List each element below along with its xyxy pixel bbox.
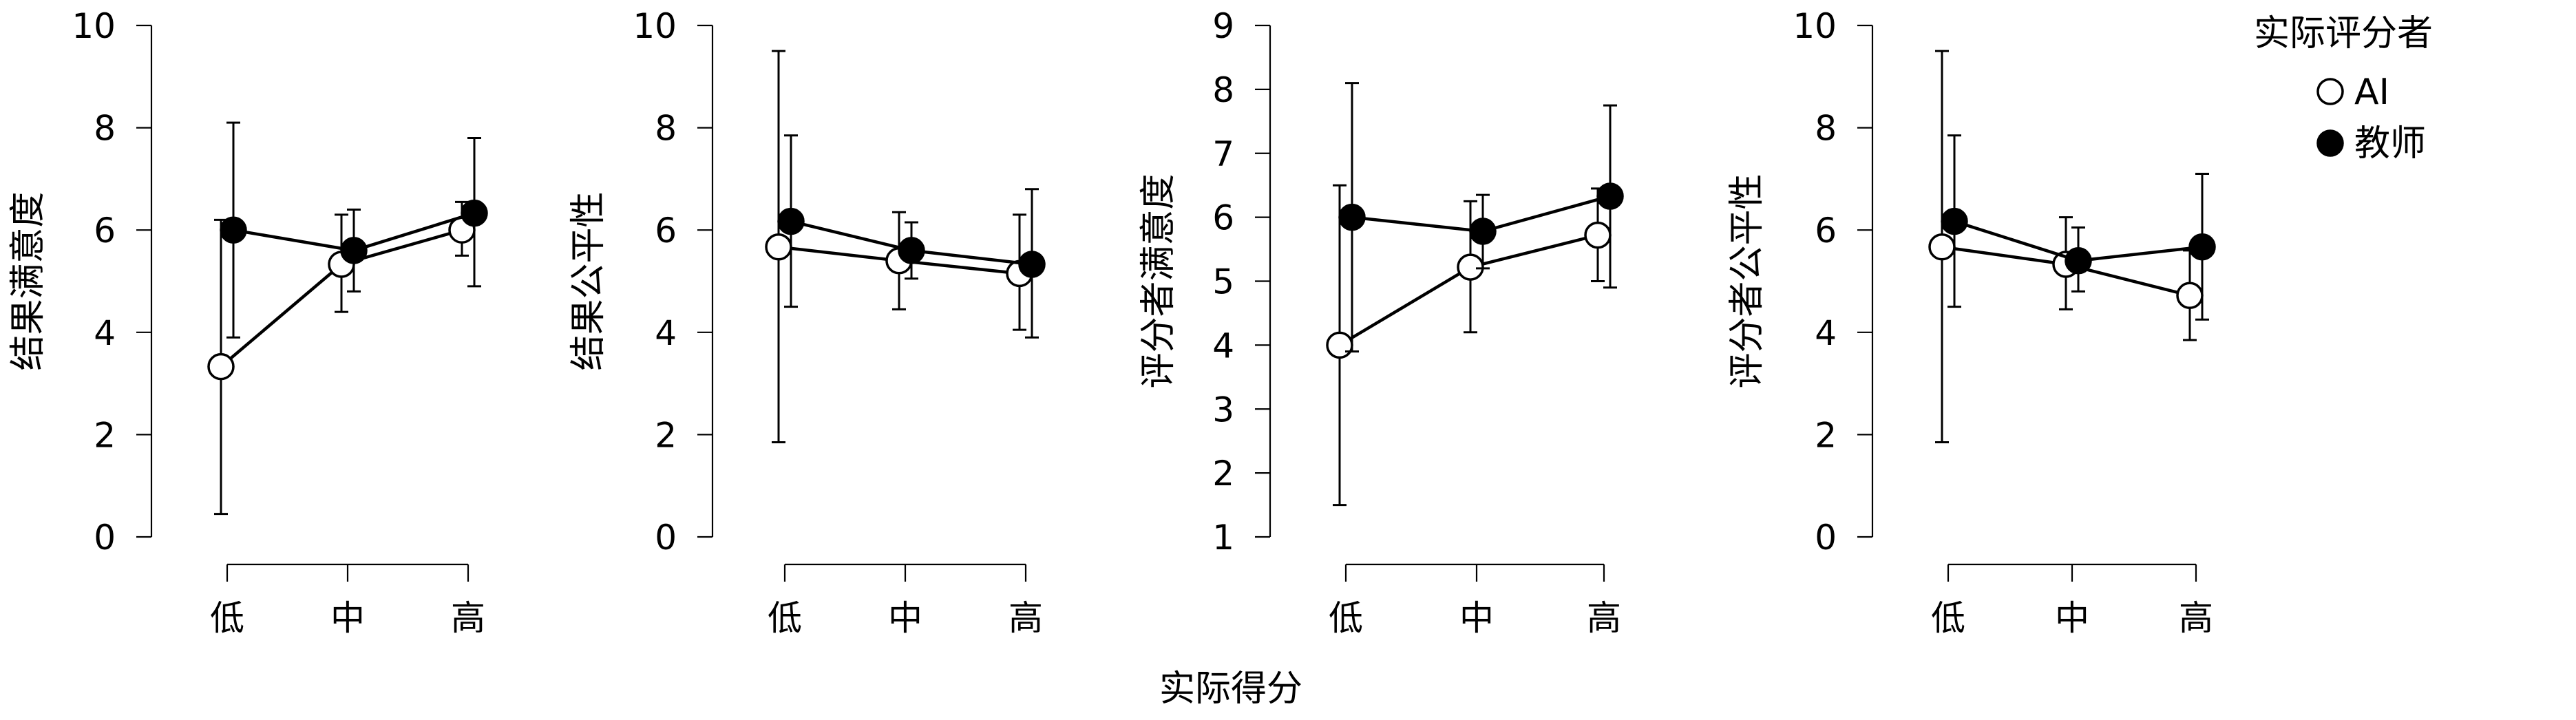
x-tick-label: 中 (1459, 598, 1494, 638)
data-point (1326, 331, 1353, 359)
data-point (1941, 207, 1968, 235)
legend-title: 实际评分者 (2254, 13, 2433, 54)
data-point (220, 216, 247, 244)
data-point (1469, 218, 1497, 245)
x-tick-label: 高 (1009, 598, 1043, 638)
series-ai (1326, 184, 1612, 507)
data-point (765, 233, 792, 261)
data-point (898, 237, 925, 264)
y-tick-label: 5 (1212, 262, 1234, 302)
data-point (1338, 203, 1366, 231)
series-ai (1928, 50, 2204, 444)
x-tick-label: 低 (768, 598, 802, 638)
x-tick-label: 中 (888, 598, 922, 638)
y-tick-label: 4 (94, 313, 116, 353)
y-tick-label: 8 (1815, 109, 1837, 149)
data-point (1928, 233, 1956, 261)
series-line (1338, 233, 1598, 347)
y-tick-label: 10 (633, 6, 677, 46)
x-tick-label: 中 (330, 598, 365, 638)
y-tick-label: 10 (72, 6, 116, 46)
data-point (1457, 253, 1484, 281)
x-tick-label: 低 (1329, 598, 1363, 638)
y-tick-label: 4 (1815, 313, 1837, 353)
x-tick-label: 高 (451, 598, 485, 638)
data-point (461, 199, 488, 227)
series-teacher (1338, 82, 1624, 353)
data-point (777, 207, 805, 235)
x-tick-label: 低 (210, 598, 244, 638)
y-tick-label: 3 (1212, 390, 1234, 430)
y-tick-label: 6 (1212, 198, 1234, 238)
y-tick-label: 0 (1815, 518, 1837, 558)
y-tick-label: 2 (655, 415, 677, 455)
series-teacher (1941, 134, 2216, 321)
legend-label-teacher: 教师 (2354, 123, 2426, 165)
data-point (340, 237, 368, 264)
legend-marker-teacher (2316, 129, 2344, 157)
data-point (2188, 233, 2216, 261)
series-teacher (777, 134, 1046, 339)
data-point (2176, 282, 2204, 310)
y-tick-label: 2 (1815, 415, 1837, 455)
x-tick-label: 中 (2055, 598, 2089, 638)
y-tick-label: 8 (94, 109, 116, 149)
legend-marker-ai (2316, 78, 2344, 105)
y-tick-label: 2 (94, 415, 116, 455)
y-tick-label: 8 (655, 109, 677, 149)
x-tick-label: 高 (2179, 598, 2213, 638)
y-tick-label: 4 (1212, 326, 1234, 366)
y-tick-label: 1 (1212, 518, 1234, 558)
legend-label-ai: AI (2354, 72, 2389, 113)
data-point (207, 352, 235, 381)
data-point (1596, 182, 1624, 210)
y-tick-label: 6 (655, 211, 677, 251)
y-tick-label: 0 (94, 518, 116, 558)
data-point (2065, 247, 2092, 275)
y-axis-label: 评分者公平性 (1727, 173, 1768, 388)
y-tick-label: 4 (655, 313, 677, 353)
y-tick-label: 10 (1793, 6, 1837, 46)
y-tick-label: 8 (1212, 70, 1234, 110)
y-axis-label: 结果公平性 (568, 191, 609, 370)
shared-x-axis-label: 实际得分 (1159, 668, 1302, 710)
legend: 实际评分者 AI 教师 (2254, 13, 2433, 165)
y-tick-label: 9 (1212, 6, 1234, 46)
y-tick-label: 6 (94, 211, 116, 251)
data-point (1584, 221, 1612, 249)
series-teacher (220, 121, 488, 339)
y-axis-label: 评分者满意度 (1138, 173, 1179, 388)
y-tick-label: 0 (655, 518, 677, 558)
data-point (1018, 251, 1046, 278)
y-tick-label: 6 (1815, 211, 1837, 251)
y-axis-label: 结果满意度 (8, 191, 49, 370)
x-tick-label: 低 (1931, 598, 1965, 638)
y-tick-label: 7 (1212, 134, 1234, 174)
y-tick-label: 2 (1212, 454, 1234, 494)
series-ai (207, 200, 476, 516)
x-tick-label: 高 (1587, 598, 1621, 638)
